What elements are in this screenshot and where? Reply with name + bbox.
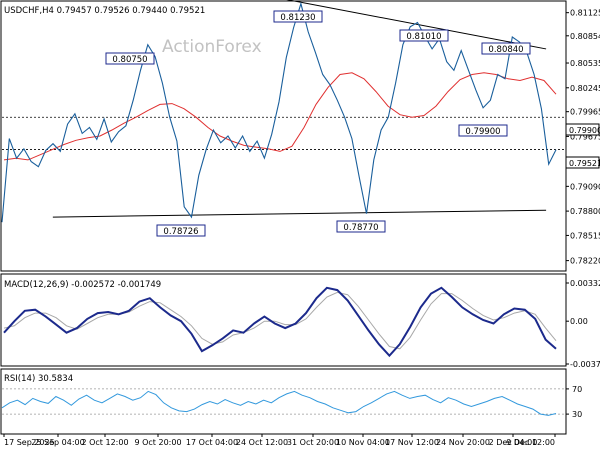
annotation-text: 0.81230	[280, 13, 315, 23]
y-tick-label: 0.79965	[570, 108, 600, 117]
price-tag-0.79521: 0.79521	[565, 156, 600, 169]
macd-title: MACD(12,26,9) -0.002572 -0.001749	[4, 280, 161, 290]
y-tick-label: 0.00	[570, 317, 588, 326]
y-tick-label: 0.79675	[570, 132, 600, 141]
rsi-title: RSI(14) 30.5834	[4, 374, 73, 384]
annotation-0.81010: 0.81010	[399, 29, 449, 42]
y-tick-label: 0.81125	[570, 9, 600, 18]
annotation-0.80750: 0.80750	[105, 52, 155, 65]
price-tag-0.79900: 0.79900	[565, 123, 600, 136]
y-tick-label: 0.80535	[570, 59, 600, 68]
annotation-0.79900: 0.79900	[458, 124, 508, 137]
y-tick-label: 0.78515	[570, 231, 600, 240]
price-tag-text: 0.79521	[569, 159, 600, 168]
x-tick-label: 2 Dec 04:00	[489, 438, 538, 447]
x-tick-label: 17 Oct 04:00	[186, 438, 238, 447]
annotation-text: 0.79900	[465, 127, 500, 137]
watermark: ActionForex	[162, 37, 262, 57]
annotation-text: 0.81010	[406, 32, 441, 42]
x-tick-label: 17 Nov 12:00	[385, 438, 439, 447]
rsi-line	[1, 390, 557, 416]
x-tick-label: 2 Oct 12:00	[81, 438, 128, 447]
rsi-panel-frame	[0, 368, 567, 435]
x-tick-label: 31 Oct 20:00	[287, 438, 339, 447]
y-tick-label: 0.003321	[570, 279, 600, 288]
x-tick-label: 9 Dec 12:00	[506, 438, 555, 447]
price-y-axis: 0.81125 0.80854 0.80535 0.80245 0.79965 0.796…	[566, 9, 600, 266]
y-tick-label: 0.78800	[570, 207, 600, 216]
x-tick-label: 24 Oct 12:00	[236, 438, 288, 447]
trendline	[286, 0, 547, 50]
annotation-0.78770: 0.78770	[336, 220, 386, 233]
annotation-text: 0.78726	[163, 227, 198, 237]
x-tick-label: 10 Nov 04:00	[336, 438, 390, 447]
y-tick-label: 0.79090	[570, 182, 600, 191]
rsi-series-group	[1, 390, 557, 416]
macd-series-group	[3, 286, 557, 358]
macd-line	[3, 286, 557, 358]
rsi-levels	[2, 388, 566, 415]
x-tick-label: 25 Sep 04:00	[31, 438, 84, 447]
y-tick-label: 30	[572, 410, 582, 419]
annotation-0.78726: 0.78726	[156, 224, 206, 237]
y-tick-label: 70	[572, 385, 582, 394]
rsi-y-axis: 70 30	[566, 385, 582, 419]
y-tick-label: -0.003723	[570, 360, 600, 369]
annotation-text: 0.78770	[343, 223, 378, 233]
trendline	[52, 209, 547, 218]
y-tick-label: 0.78220	[570, 257, 600, 266]
annotation-text: 0.80840	[488, 45, 523, 55]
symbol-info: USDCHF,H4 0.79457 0.79526 0.79440 0.7952…	[4, 6, 205, 16]
price-tag-text: 0.79900	[569, 126, 600, 135]
x-tick-label: 24 Nov 20:00	[436, 438, 490, 447]
annotation-text: 0.80750	[112, 55, 147, 65]
annotation-0.81230: 0.81230	[273, 10, 323, 23]
trendlines	[52, 0, 547, 218]
price-series-group	[1, 1, 557, 223]
macd-panel-frame	[0, 273, 567, 367]
annotation-0.80840: 0.80840	[481, 42, 531, 55]
ma-line	[3, 72, 557, 161]
macd-signal-line	[3, 291, 557, 350]
price-line	[1, 1, 557, 223]
y-tick-label: 0.80245	[570, 84, 600, 93]
macd-y-axis: 0.003321 0.00 -0.003723	[566, 279, 600, 369]
x-tick-label: 17 Sep 2025	[4, 438, 55, 447]
x-tick-label: 9 Oct 20:00	[134, 438, 181, 447]
y-tick-label: 0.80854	[570, 32, 600, 41]
